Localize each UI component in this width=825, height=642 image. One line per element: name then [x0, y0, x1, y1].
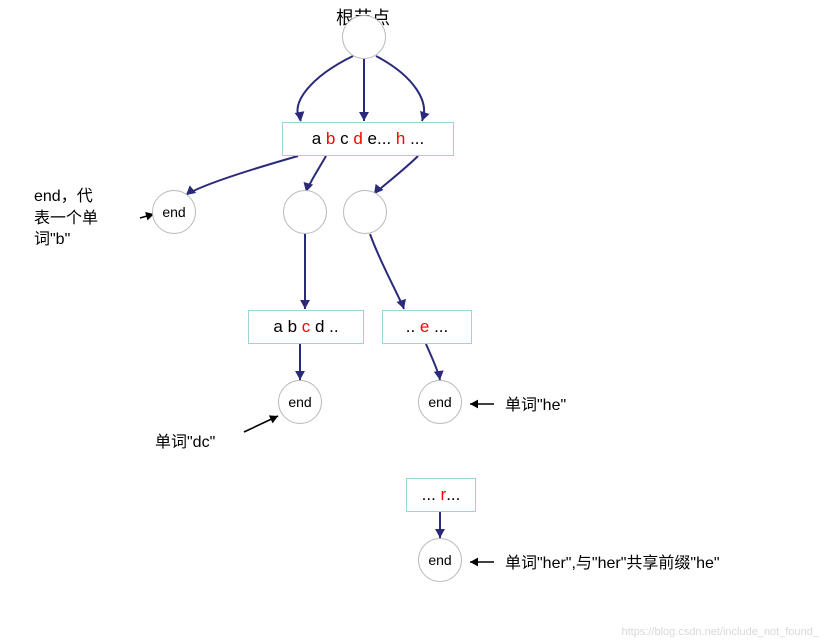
box-segment: ... [405, 129, 424, 149]
node-label: end [428, 552, 451, 568]
tree-node: end [152, 190, 196, 234]
tree-node [342, 15, 386, 59]
box-segment: h [396, 129, 405, 149]
watermark: https://blog.csdn.net/include_not_found_ [621, 626, 819, 638]
annotation-label: 单词"dc" [155, 432, 275, 454]
box-segment: .. [406, 317, 420, 337]
box-segment: a b [273, 317, 301, 337]
tree-node: end [418, 538, 462, 582]
children-box: ... r... [406, 478, 476, 512]
annotation-label: end，代 表一个单 词"b" [34, 186, 144, 251]
node-label: end [162, 204, 185, 220]
tree-node: end [278, 380, 322, 424]
box-segment: ... [422, 485, 441, 505]
annotation-label: 单词"he" [505, 395, 625, 417]
box-segment: c [335, 129, 353, 149]
node-label: end [428, 394, 451, 410]
box-segment: d [353, 129, 362, 149]
box-segment: a [312, 129, 326, 149]
box-segment: c [302, 317, 311, 337]
box-segment: ... [446, 485, 460, 505]
box-segment: e... [363, 129, 396, 149]
tree-node: end [418, 380, 462, 424]
box-segment: e [420, 317, 429, 337]
children-box: .. e ... [382, 310, 472, 344]
box-segment: b [326, 129, 335, 149]
node-label: end [288, 394, 311, 410]
children-box: a b c d .. [248, 310, 364, 344]
tree-node [283, 190, 327, 234]
annotation-label: 单词"her",与"her"共享前缀"he" [505, 553, 805, 575]
children-box: a b c d e... h ... [282, 122, 454, 156]
box-segment: d .. [310, 317, 338, 337]
tree-node [343, 190, 387, 234]
box-segment: ... [429, 317, 448, 337]
